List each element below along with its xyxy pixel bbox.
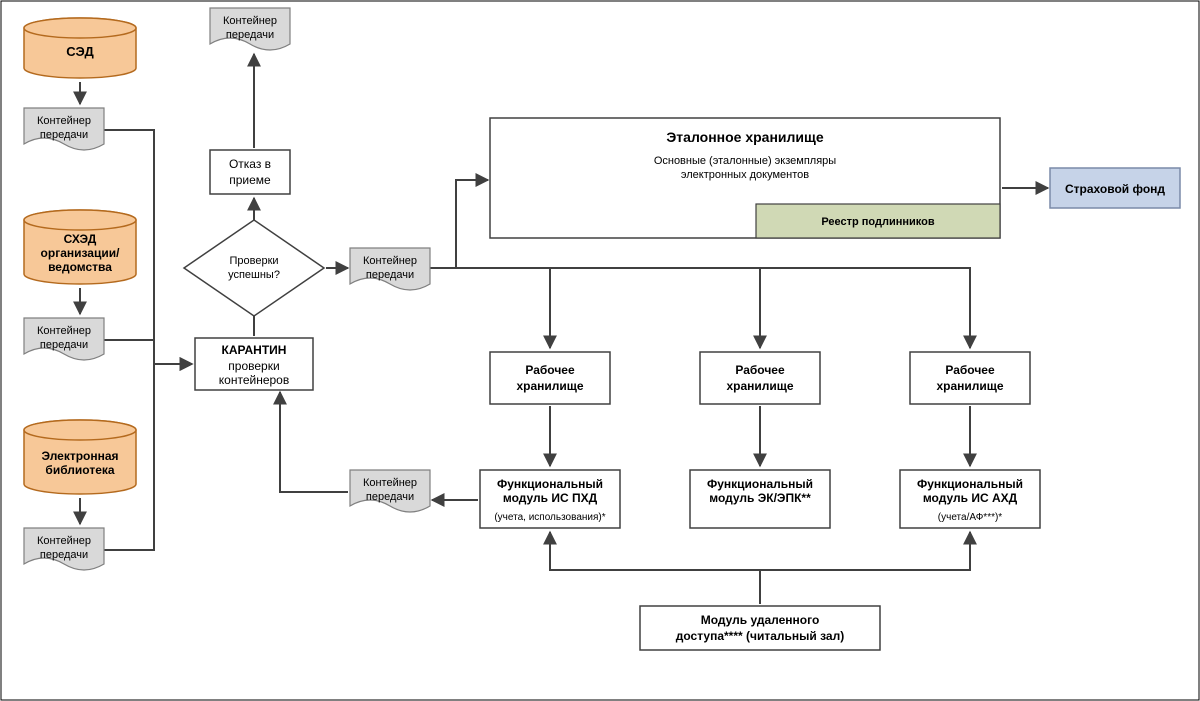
edge [430, 268, 550, 348]
svg-text:Контейнер: Контейнер [363, 477, 417, 489]
svg-text:Модуль удаленного: Модуль удаленного [701, 613, 820, 627]
edge [104, 340, 192, 364]
svg-text:проверки: проверки [228, 359, 279, 373]
box-node [910, 352, 1030, 404]
svg-text:Контейнер: Контейнер [37, 535, 91, 547]
svg-text:ведомства: ведомства [48, 260, 112, 274]
svg-text:хранилище: хранилище [516, 379, 583, 393]
svg-text:(учета/АФ***)*: (учета/АФ***)* [938, 512, 1003, 523]
svg-text:Рабочее: Рабочее [945, 363, 995, 377]
svg-text:Контейнер: Контейнер [37, 115, 91, 127]
svg-text:модуль ИС АХД: модуль ИС АХД [923, 491, 1018, 505]
svg-text:Контейнер: Контейнер [223, 15, 277, 27]
svg-text:контейнеров: контейнеров [219, 373, 289, 387]
svg-text:Рабочее: Рабочее [525, 363, 575, 377]
svg-text:Отказ в: Отказ в [229, 157, 271, 171]
svg-text:Контейнер: Контейнер [37, 325, 91, 337]
edge [280, 392, 348, 492]
edge [430, 268, 970, 348]
svg-text:модуль ИС ПХД: модуль ИС ПХД [503, 491, 598, 505]
svg-text:хранилище: хранилище [936, 379, 1003, 393]
decision-diamond [184, 220, 324, 316]
svg-text:передачи: передачи [366, 269, 414, 281]
svg-text:Эталонное хранилище: Эталонное хранилище [666, 129, 824, 145]
box-node [490, 352, 610, 404]
edge [760, 532, 970, 604]
svg-text:Функциональный: Функциональный [707, 477, 813, 491]
svg-text:КАРАНТИН: КАРАНТИН [222, 343, 287, 357]
svg-text:Контейнер: Контейнер [363, 255, 417, 267]
svg-text:электронных документов: электронных документов [681, 169, 809, 181]
svg-text:СХЭД: СХЭД [64, 232, 97, 246]
svg-text:СЭД: СЭД [66, 44, 94, 59]
svg-text:передачи: передачи [366, 491, 414, 503]
svg-text:успешны?: успешны? [228, 269, 280, 281]
svg-text:Основные (эталонные) экземпляр: Основные (эталонные) экземпляры [654, 155, 836, 167]
edge [430, 180, 488, 268]
svg-text:Реестр подлинников: Реестр подлинников [821, 216, 935, 228]
edge [430, 268, 760, 348]
box-node [700, 352, 820, 404]
frame [1, 1, 1199, 700]
svg-text:Функциональный: Функциональный [497, 477, 603, 491]
svg-text:Проверки: Проверки [229, 255, 278, 267]
flowchart-canvas: СЭД СХЭДорганизации/ведомства Электроннаяб… [0, 0, 1200, 701]
svg-text:Рабочее: Рабочее [735, 363, 785, 377]
svg-text:модуль ЭК/ЭПК**: модуль ЭК/ЭПК** [709, 491, 811, 505]
svg-text:хранилище: хранилище [726, 379, 793, 393]
svg-text:приеме: приеме [229, 173, 271, 187]
svg-text:передачи: передачи [226, 29, 274, 41]
svg-text:организации/: организации/ [41, 246, 121, 260]
svg-text:доступа**** (читальный зал): доступа**** (читальный зал) [676, 629, 844, 643]
svg-text:передачи: передачи [40, 549, 88, 561]
svg-text:передачи: передачи [40, 129, 88, 141]
svg-text:библиотека: библиотека [45, 463, 114, 477]
svg-text:(учета, использования)*: (учета, использования)* [494, 512, 605, 523]
svg-text:Электронная: Электронная [41, 449, 118, 463]
svg-text:Функциональный: Функциональный [917, 477, 1023, 491]
edge [550, 532, 760, 604]
svg-text:Страховой фонд: Страховой фонд [1065, 182, 1165, 196]
svg-text:передачи: передачи [40, 339, 88, 351]
